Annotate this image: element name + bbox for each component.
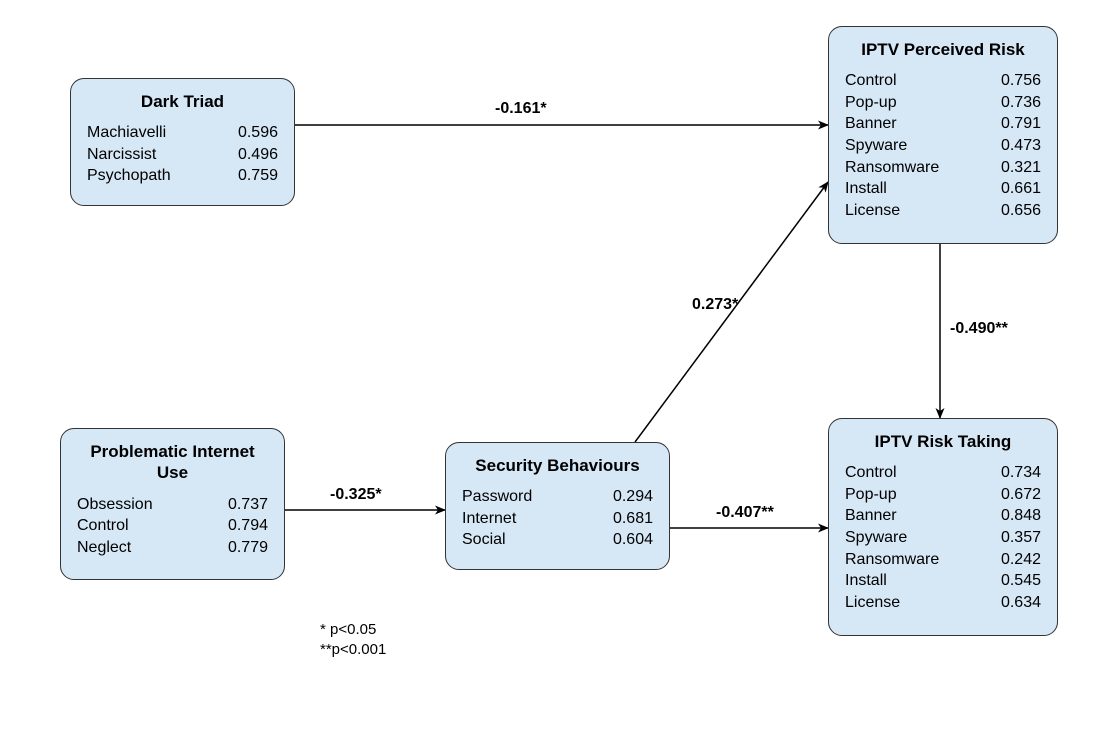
item-value: 0.294 xyxy=(613,486,653,508)
node-item: Password 0.294 xyxy=(462,486,653,508)
edge-label-secbeh-risktaking: -0.407** xyxy=(716,504,774,522)
item-label: Obsession xyxy=(77,494,153,516)
node-title: Security Behaviours xyxy=(462,455,653,476)
node-item: Banner 0.848 xyxy=(845,505,1041,527)
node-items: Machiavelli0.596Narcissist0.496Psychopat… xyxy=(87,122,278,187)
node-title: Dark Triad xyxy=(87,91,278,112)
item-label: Pop-up xyxy=(845,484,897,506)
item-value: 0.681 xyxy=(613,508,653,530)
item-value: 0.545 xyxy=(1001,570,1041,592)
node-title: IPTV Perceived Risk xyxy=(845,39,1041,60)
node-iptv-risk-taking: IPTV Risk Taking Control 0.734 Pop-up 0.672… xyxy=(828,418,1058,636)
item-value: 0.321 xyxy=(1001,157,1041,179)
item-label: Banner xyxy=(845,113,897,135)
edge-label-piu-secbeh: -0.325* xyxy=(330,486,382,504)
item-value: 0.496 xyxy=(238,144,278,166)
item-label: Internet xyxy=(462,508,516,530)
node-item: Install 0.661 xyxy=(845,178,1041,200)
item-label: Spyware xyxy=(845,135,907,157)
node-item: Narcissist 0.496 xyxy=(87,144,278,166)
node-item: License 0.656 xyxy=(845,200,1041,222)
item-value: 0.737 xyxy=(228,494,268,516)
node-items: Password 0.294 Internet 0.681 Social 0.604 xyxy=(462,486,653,551)
item-value: 0.848 xyxy=(1001,505,1041,527)
item-value: 0.357 xyxy=(1001,527,1041,549)
item-label: Install xyxy=(845,178,887,200)
item-value: 0.734 xyxy=(1001,462,1041,484)
item-label: Control xyxy=(845,462,897,484)
node-item: License 0.634 xyxy=(845,592,1041,614)
item-value: 0.756 xyxy=(1001,70,1041,92)
node-item: Neglect 0.779 xyxy=(77,537,268,559)
node-item: Internet 0.681 xyxy=(462,508,653,530)
item-label: Machiavelli xyxy=(87,122,166,144)
node-title: IPTV Risk Taking xyxy=(845,431,1041,452)
item-label: Psychopath xyxy=(87,165,171,187)
item-label: Narcissist xyxy=(87,144,156,166)
node-dark-triad: Dark Triad Machiavelli 0.596 Narcissist 0.4… xyxy=(70,78,295,206)
node-items: Obsession 0.737 Control 0.794 Neglect 0.779 xyxy=(77,494,268,559)
node-item: Pop-up 0.672 xyxy=(845,484,1041,506)
item-value: 0.672 xyxy=(1001,484,1041,506)
item-value: 0.779 xyxy=(228,537,268,559)
node-item: Social 0.604 xyxy=(462,529,653,551)
node-item: Machiavelli 0.596 xyxy=(87,122,278,144)
node-item: Obsession 0.737 xyxy=(77,494,268,516)
item-label: Control xyxy=(77,515,129,537)
item-label: Password xyxy=(462,486,532,508)
item-value: 0.596 xyxy=(238,122,278,144)
edge-label-dt-perceived: -0.161* xyxy=(495,100,547,118)
footnote-line-2: **p<0.001 xyxy=(320,640,386,660)
edge-label-perceived-risktaking: -0.490** xyxy=(950,320,1008,338)
item-value: 0.604 xyxy=(613,529,653,551)
node-item: Control 0.756 xyxy=(845,70,1041,92)
node-items: Control0.734Pop-up0.672Banner0.848Spywar… xyxy=(845,462,1041,613)
diagram-canvas: Dark Triad Machiavelli 0.596 Narcissist 0.4… xyxy=(0,0,1103,745)
item-value: 0.661 xyxy=(1001,178,1041,200)
item-value: 0.736 xyxy=(1001,92,1041,114)
footnote-line-1: * p<0.05 xyxy=(320,620,386,640)
node-item: Banner 0.791 xyxy=(845,113,1041,135)
item-label: Install xyxy=(845,570,887,592)
node-item: Control 0.734 xyxy=(845,462,1041,484)
item-label: License xyxy=(845,592,900,614)
item-value: 0.473 xyxy=(1001,135,1041,157)
node-security-behaviours: Security Behaviours Password0.294Interne… xyxy=(445,442,670,570)
node-item: Control 0.794 xyxy=(77,515,268,537)
item-label: Ransomware xyxy=(845,549,939,571)
node-title: Problematic Internet Use xyxy=(77,441,268,484)
node-item: Ransomware 0.321 xyxy=(845,157,1041,179)
node-item: Spyware 0.473 xyxy=(845,135,1041,157)
item-label: Social xyxy=(462,529,506,551)
item-label: Pop-up xyxy=(845,92,897,114)
item-label: Spyware xyxy=(845,527,907,549)
node-items: Control0.756Pop-up0.736Banner0.791Spywar… xyxy=(845,70,1041,221)
node-item: Psychopath 0.759 xyxy=(87,165,278,187)
item-label: License xyxy=(845,200,900,222)
item-value: 0.794 xyxy=(228,515,268,537)
node-iptv-perceived-risk: IPTV Perceived Risk Control 0.756 Pop-up 0.… xyxy=(828,26,1058,244)
node-item: Ransomware 0.242 xyxy=(845,549,1041,571)
node-item: Install 0.545 xyxy=(845,570,1041,592)
significance-footnote: * p<0.05 **p<0.001 xyxy=(320,620,386,659)
item-value: 0.242 xyxy=(1001,549,1041,571)
item-value: 0.656 xyxy=(1001,200,1041,222)
item-label: Ransomware xyxy=(845,157,939,179)
item-label: Neglect xyxy=(77,537,131,559)
item-value: 0.759 xyxy=(238,165,278,187)
item-value: 0.791 xyxy=(1001,113,1041,135)
node-problematic-internet-use: Problematic Internet Use Obsession0.737C… xyxy=(60,428,285,580)
node-item: Spyware 0.357 xyxy=(845,527,1041,549)
edge-label-secbeh-perceived: 0.273* xyxy=(692,296,738,314)
node-item: Pop-up 0.736 xyxy=(845,92,1041,114)
item-label: Banner xyxy=(845,505,897,527)
item-value: 0.634 xyxy=(1001,592,1041,614)
item-label: Control xyxy=(845,70,897,92)
